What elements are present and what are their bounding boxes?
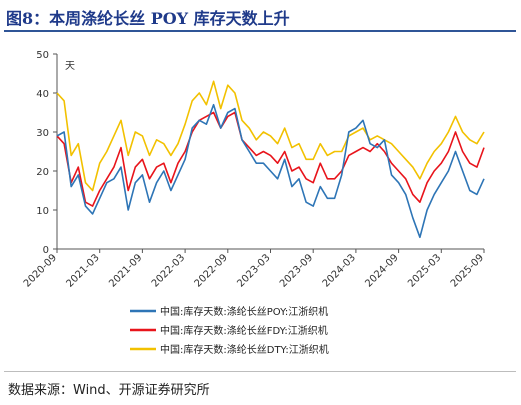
figure-title: 图8：本周涤纶长丝 POY 库存天数上升 [6, 9, 290, 28]
x-tick-label: 2024-09 [363, 252, 400, 289]
x-tick-label: 2024-03 [321, 252, 358, 289]
x-tick-label: 2023-03 [235, 252, 272, 289]
x-tick-label: 2023-09 [278, 252, 315, 289]
x-tick-label: 2025-09 [449, 252, 486, 289]
legend-label: 中国:库存天数:涤纶长丝POY:江浙织机 [160, 305, 328, 318]
x-tick-label: 2022-03 [150, 252, 187, 289]
y-tick-label: 40 [36, 89, 49, 100]
title-divider [4, 30, 516, 32]
y-tick-label: 0 [43, 245, 49, 256]
x-tick-label: 2021-09 [107, 252, 144, 289]
series-line-poy [56, 103, 485, 239]
legend-label: 中国:库存天数:涤纶长丝DTY:江浙织机 [160, 343, 329, 356]
line-chart: 0 10 20 30 40 50 天 2020-09 2021-03 2021-09 2022-03… [22, 50, 486, 356]
x-tick-label: 2021-03 [64, 252, 101, 289]
x-tick-label: 2020-09 [22, 252, 59, 289]
source-note: 数据来源：Wind、开源证券研究所 [8, 383, 210, 398]
legend-label: 中国:库存天数:涤纶长丝FDY:江浙织机 [160, 324, 328, 337]
footer-divider [4, 371, 516, 372]
y-tick-label: 20 [36, 167, 49, 178]
series-line-fdy [56, 111, 485, 207]
series-line-dty [56, 80, 485, 192]
y-axis-unit-label: 天 [65, 61, 75, 72]
y-tick-label: 50 [36, 50, 49, 61]
y-tick-label: 30 [36, 128, 49, 139]
x-tick-label: 2022-09 [193, 252, 230, 289]
x-tick-label: 2025-03 [406, 252, 443, 289]
y-tick-label: 10 [36, 206, 49, 217]
